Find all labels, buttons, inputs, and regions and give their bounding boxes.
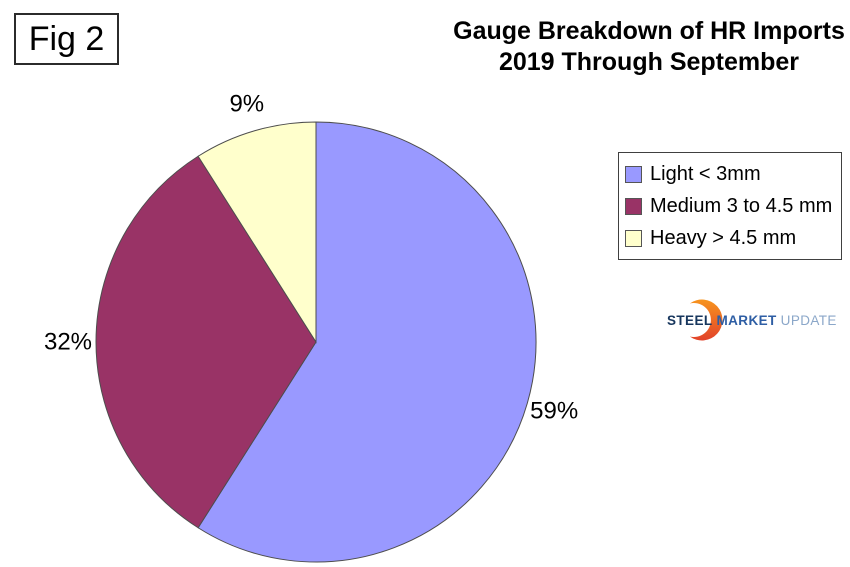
crescent-icon [689, 299, 723, 341]
legend-label: Medium 3 to 4.5 mm [650, 194, 833, 217]
logo-word-steel: STEEL [667, 313, 713, 328]
logo-word-update: UPDATE [780, 313, 837, 328]
chart-title-line2: 2019 Through September [498, 48, 800, 76]
pie-slice-label: 9% [229, 90, 264, 117]
chart-title-line1: Gauge Breakdown of HR Imports [453, 17, 845, 45]
legend-item: Medium 3 to 4.5 mm [625, 195, 835, 218]
steel-market-update-logo: STEEL MARKET UPDATE [664, 296, 836, 344]
legend-swatch-heavy [625, 229, 642, 247]
figure-label-box: Fig 2 [14, 13, 119, 65]
pie-slice [95, 155, 317, 529]
pie-slice-label: 32% [44, 329, 92, 356]
legend-item: Light < 3mm [625, 163, 835, 186]
legend-swatch-light [625, 165, 642, 183]
legend-label: Light < 3mm [650, 162, 761, 185]
pie-slice [197, 121, 317, 344]
legend: Light < 3mm Medium 3 to 4.5 mm Heavy > 4… [618, 152, 842, 260]
logo-word-market: MARKET [716, 313, 777, 328]
chart-title: Gauge Breakdown of HR Imports 2019 Throu… [453, 16, 845, 78]
legend-swatch-medium [625, 197, 642, 215]
pie-slice [197, 121, 537, 563]
figure-label: Fig 2 [28, 19, 105, 58]
legend-item: Heavy > 4.5 mm [625, 227, 835, 250]
legend-label: Heavy > 4.5 mm [650, 226, 797, 249]
pie-slice-label: 59% [530, 398, 578, 425]
logo-text: STEEL MARKET UPDATE [667, 313, 837, 328]
